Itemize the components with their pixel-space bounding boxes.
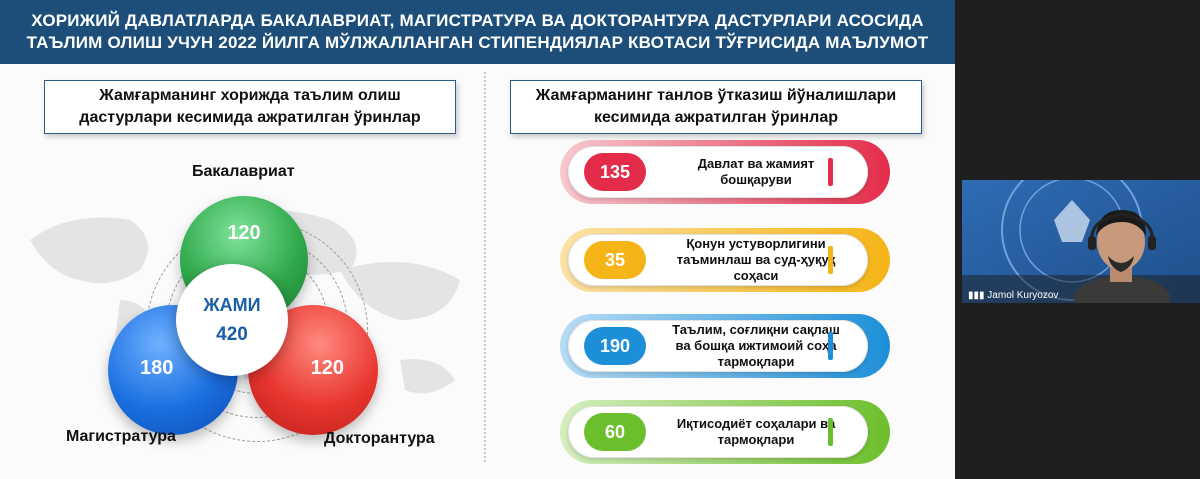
- direction-text: Иқтисодиёт соҳалари ва тармоқлари: [656, 406, 856, 458]
- left-heading-line-1: Жамғарманинг хорижда таълим олиш: [99, 87, 401, 104]
- slide-title-line-2: ТАЪЛИМ ОЛИШ УЧУН 2022 ЙИЛГА МЎЛЖАЛЛАНГАН…: [26, 33, 929, 52]
- direction-value: 60: [584, 413, 646, 451]
- left-section-heading: Жамғарманинг хорижда таълим олиш дастурл…: [44, 80, 456, 134]
- participant-name: Jamol Kuryozov: [987, 290, 1059, 301]
- direction-line: бошқаруви: [720, 172, 792, 187]
- direction-line: ва бошқа ижтимоий соҳа: [675, 338, 837, 353]
- right-section-heading: Жамғарманинг танлов ўтказиш йўналишлари …: [510, 80, 922, 134]
- direction-item: 60 Иқтисодиёт соҳалари ва тармоқлари: [560, 400, 890, 464]
- total-label: ЖАМИ: [203, 294, 261, 315]
- direction-item: 190 Таълим, соғлиқни сақлаш ва бошқа ижт…: [560, 314, 890, 378]
- section-divider: [484, 72, 486, 462]
- direction-text: Таълим, соғлиқни сақлаш ва бошқа ижтимои…: [656, 320, 856, 372]
- direction-line: Давлат ва жамият: [697, 156, 815, 171]
- direction-item: 135 Давлат ва жамият бошқаруви: [560, 140, 890, 204]
- direction-line: соҳаси: [733, 268, 779, 283]
- direction-line: таъминлаш ва суд-ҳуқуқ: [676, 252, 836, 267]
- participant-video-tile[interactable]: ▮▮▮ Jamol Kuryozov: [962, 180, 1200, 303]
- pill-bar-marker: [828, 246, 833, 274]
- direction-item: 35 Қонун устуворлигини таъминлаш ва суд-…: [560, 228, 890, 292]
- doctorate-label: Докторантура: [324, 430, 435, 447]
- slide-title-line-1: ХОРИЖИЙ ДАВЛАТЛАРДА БАКАЛАВРИАТ, МАГИСТР…: [31, 11, 924, 30]
- pill-bar-marker: [828, 418, 833, 446]
- right-heading-line-2: кесимида ажратилган ўринлар: [593, 109, 839, 126]
- total-circle: ЖАМИ 420: [176, 264, 288, 376]
- pill-bar-marker: [828, 332, 833, 360]
- pill-bar-marker: [828, 158, 833, 186]
- direction-text: Қонун устуворлигини таъминлаш ва суд-ҳуқ…: [656, 234, 856, 286]
- direction-line: тармоқлари: [717, 354, 795, 369]
- right-heading-line-1: Жамғарманинг танлов ўтказиш йўналишлари: [535, 87, 897, 104]
- direction-text: Давлат ва жамият бошқаруви: [656, 146, 856, 198]
- direction-line: тармоқлари: [717, 432, 795, 447]
- master-label: Магистратура: [66, 428, 176, 445]
- direction-value: 135: [584, 153, 646, 191]
- doctorate-value: 120: [310, 356, 344, 379]
- master-value: 180: [140, 356, 174, 379]
- slide-title-banner: ХОРИЖИЙ ДАВЛАТЛАРДА БАКАЛАВРИАТ, МАГИСТР…: [0, 0, 955, 64]
- participant-name-label: ▮▮▮ Jamol Kuryozov: [968, 290, 1058, 301]
- direction-value: 35: [584, 241, 646, 279]
- direction-value: 190: [584, 327, 646, 365]
- bachelor-label: Бакалавриат: [192, 163, 295, 180]
- left-heading-line-2: дастурлари кесимида ажратилган ўринлар: [79, 109, 421, 126]
- signal-icon: ▮▮▮: [968, 290, 985, 301]
- direction-line: Иқтисодиёт соҳалари ва: [676, 416, 836, 431]
- direction-line: Таълим, соғлиқни сақлаш: [672, 322, 840, 337]
- total-value: 420: [216, 323, 248, 345]
- participant-video-feed: [962, 180, 1200, 303]
- bachelor-value: 120: [227, 222, 261, 244]
- presentation-slide: ХОРИЖИЙ ДАВЛАТЛАРДА БАКАЛАВРИАТ, МАГИСТР…: [0, 0, 955, 479]
- direction-line: Қонун устуворлигини: [686, 236, 826, 251]
